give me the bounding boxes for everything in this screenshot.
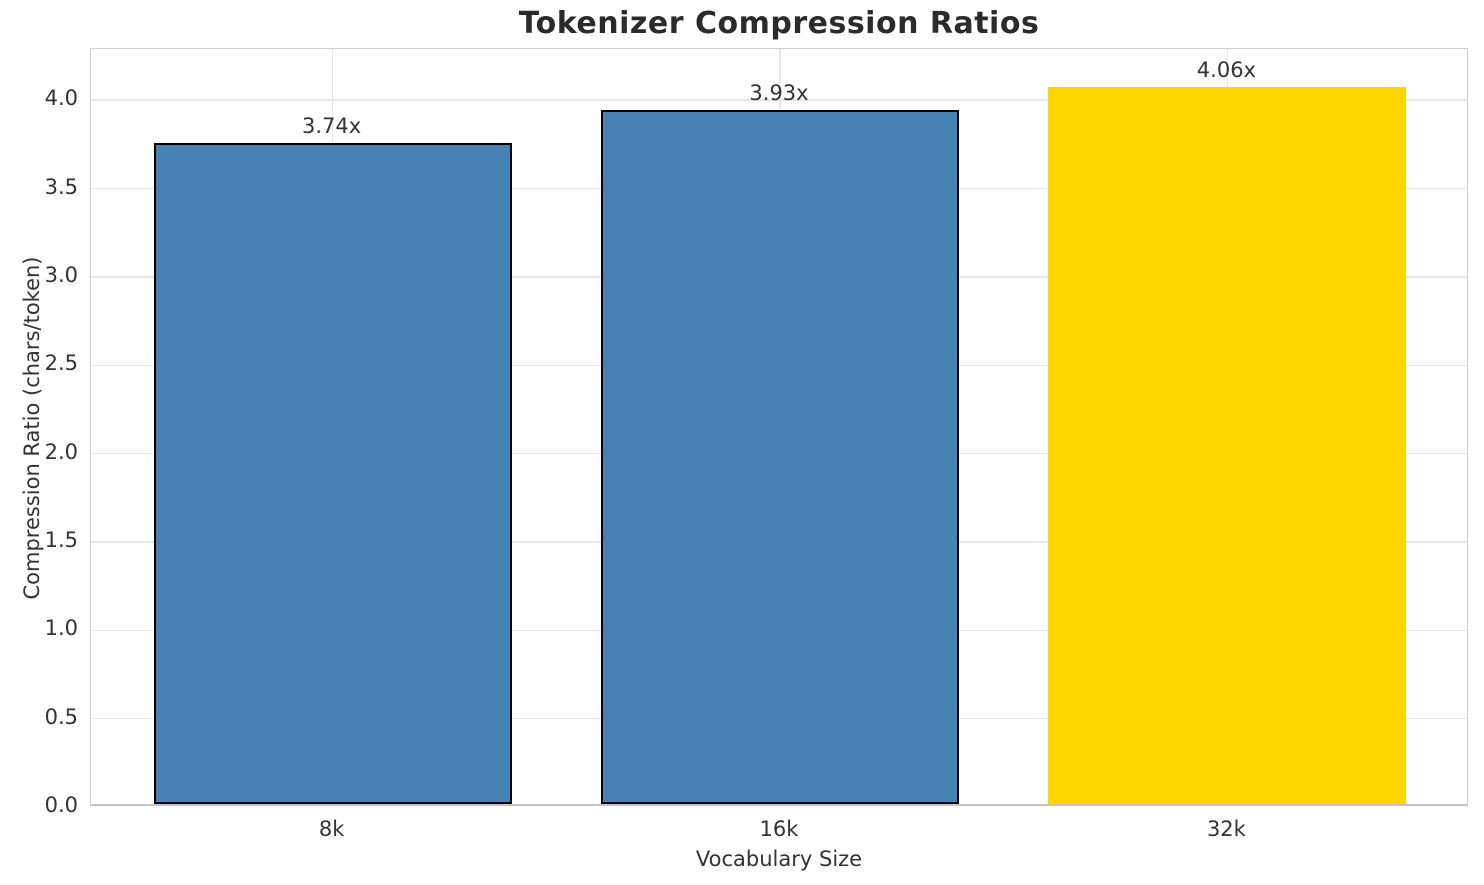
x-tick-label: 8k [318, 817, 345, 841]
plot-area [90, 48, 1468, 806]
bar-16k [601, 109, 959, 804]
chart-title: Tokenizer Compression Ratios [518, 6, 1040, 41]
gridline-horizontal [91, 99, 1467, 101]
y-axis-label: Compression Ratio (chars/token) [20, 256, 44, 600]
x-axis-label: Vocabulary Size [695, 847, 863, 871]
y-tick-label: 1.0 [44, 616, 78, 641]
bar-value-label: 3.74x [302, 114, 362, 139]
y-tick-label: 3.0 [44, 262, 78, 287]
bar-value-label: 3.93x [749, 80, 809, 105]
bar-8k [153, 143, 512, 804]
y-tick-label: 3.5 [44, 174, 78, 199]
bar-value-label: 4.06x [1196, 57, 1256, 82]
y-tick-label: 2.0 [44, 439, 78, 464]
bar-32k [1048, 86, 1407, 804]
y-tick-label: 0.5 [44, 704, 78, 729]
y-tick-label: 2.5 [44, 351, 78, 376]
x-tick-label: 16k [759, 817, 799, 841]
y-tick-label: 4.0 [44, 86, 78, 111]
x-tick-label: 32k [1206, 817, 1246, 841]
y-tick-label: 0.0 [44, 793, 78, 817]
y-tick-label: 1.5 [44, 527, 78, 552]
